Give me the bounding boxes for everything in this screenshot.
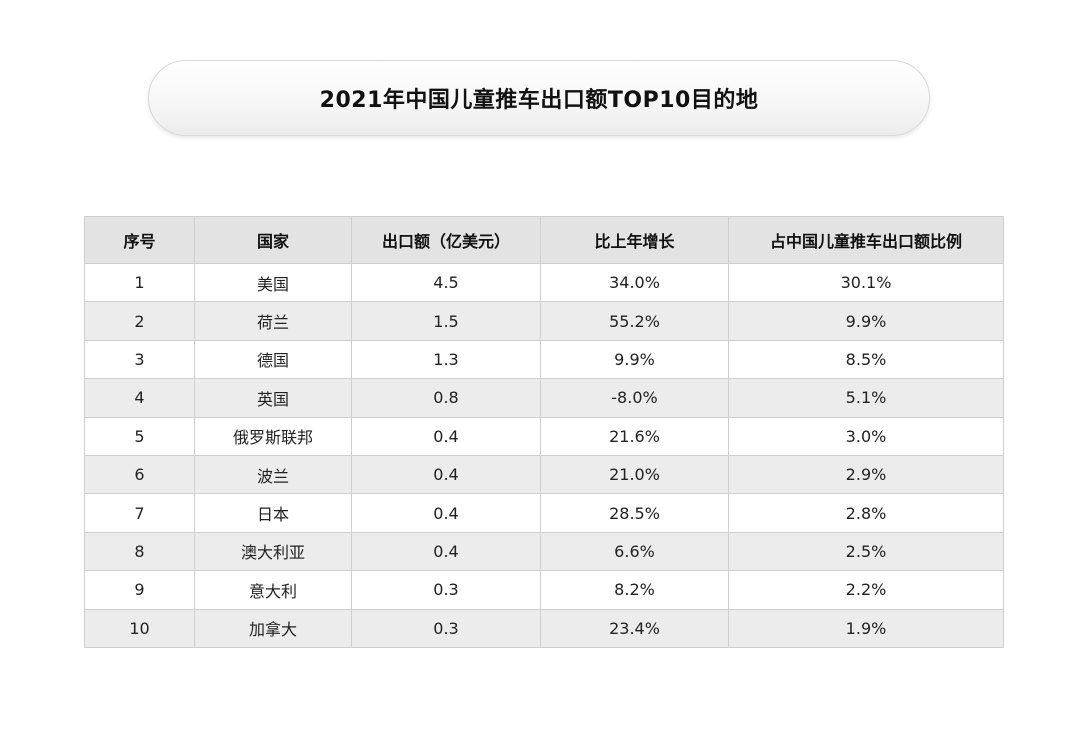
cell-country: 德国 — [194, 339, 352, 380]
table-body: 1 美国 4.5 34.0% 30.1% 2 荷兰 1.5 55.2% 9.9% 3 德国 1.3 9.9… — [84, 262, 1004, 648]
cell-country: 意大利 — [194, 570, 352, 610]
cell-share: 1.9% — [728, 608, 1004, 648]
cell-yoy-growth: 55.2% — [540, 301, 729, 341]
cell-export-value: 0.3 — [351, 570, 541, 610]
table-row: 7 日本 0.4 28.5% 2.8% — [84, 493, 1004, 533]
table-row: 10 加拿大 0.3 23.4% 1.9% — [84, 608, 1004, 648]
cell-country: 澳大利亚 — [194, 531, 352, 572]
table-row: 8 澳大利亚 0.4 6.6% 2.5% — [84, 531, 1004, 572]
cell-export-value: 0.4 — [351, 493, 541, 533]
table-row: 3 德国 1.3 9.9% 8.5% — [84, 339, 1004, 380]
cell-rank: 5 — [84, 416, 195, 456]
cell-yoy-growth: 34.0% — [540, 262, 729, 303]
cell-country: 英国 — [194, 378, 352, 418]
cell-rank: 10 — [84, 608, 195, 648]
header-yoy-growth: 比上年增长 — [540, 216, 729, 264]
cell-export-value: 0.3 — [351, 608, 541, 648]
export-destinations-table: 序号 国家 出口额（亿美元） 比上年增长 占中国儿童推车出口额比例 1 美国 4.5… — [84, 216, 1004, 648]
cell-export-value: 4.5 — [351, 262, 541, 303]
cell-rank: 9 — [84, 570, 195, 610]
table-row: 4 英国 0.8 -8.0% 5.1% — [84, 378, 1004, 418]
cell-export-value: 0.4 — [351, 416, 541, 456]
cell-rank: 6 — [84, 454, 195, 495]
cell-yoy-growth: -8.0% — [540, 378, 729, 418]
cell-rank: 4 — [84, 378, 195, 418]
table-header-row: 序号 国家 出口额（亿美元） 比上年增长 占中国儿童推车出口额比例 — [84, 216, 1004, 264]
cell-country: 加拿大 — [194, 608, 352, 648]
cell-rank: 2 — [84, 301, 195, 341]
header-country: 国家 — [194, 216, 352, 264]
table-row: 9 意大利 0.3 8.2% 2.2% — [84, 570, 1004, 610]
cell-share: 2.2% — [728, 570, 1004, 610]
cell-rank: 1 — [84, 262, 195, 303]
cell-country: 荷兰 — [194, 301, 352, 341]
cell-yoy-growth: 28.5% — [540, 493, 729, 533]
table-row: 6 波兰 0.4 21.0% 2.9% — [84, 454, 1004, 495]
header-rank: 序号 — [84, 216, 195, 264]
cell-country: 美国 — [194, 262, 352, 303]
cell-rank: 8 — [84, 531, 195, 572]
cell-share: 2.8% — [728, 493, 1004, 533]
cell-share: 5.1% — [728, 378, 1004, 418]
title-banner: 2021年中国儿童推车出口额TOP10目的地 — [148, 60, 930, 136]
header-share: 占中国儿童推车出口额比例 — [728, 216, 1004, 264]
cell-share: 2.5% — [728, 531, 1004, 572]
cell-yoy-growth: 23.4% — [540, 608, 729, 648]
cell-share: 2.9% — [728, 454, 1004, 495]
cell-export-value: 0.4 — [351, 454, 541, 495]
cell-share: 8.5% — [728, 339, 1004, 380]
cell-export-value: 0.8 — [351, 378, 541, 418]
cell-export-value: 1.5 — [351, 301, 541, 341]
cell-yoy-growth: 9.9% — [540, 339, 729, 380]
cell-rank: 7 — [84, 493, 195, 533]
page-title: 2021年中国儿童推车出口额TOP10目的地 — [319, 88, 759, 113]
cell-share: 9.9% — [728, 301, 1004, 341]
table-row: 1 美国 4.5 34.0% 30.1% — [84, 262, 1004, 303]
cell-yoy-growth: 21.0% — [540, 454, 729, 495]
cell-country: 日本 — [194, 493, 352, 533]
cell-country: 俄罗斯联邦 — [194, 416, 352, 456]
cell-share: 3.0% — [728, 416, 1004, 456]
cell-yoy-growth: 21.6% — [540, 416, 729, 456]
cell-export-value: 1.3 — [351, 339, 541, 380]
cell-rank: 3 — [84, 339, 195, 380]
cell-country: 波兰 — [194, 454, 352, 495]
table-row: 2 荷兰 1.5 55.2% 9.9% — [84, 301, 1004, 341]
header-export-value: 出口额（亿美元） — [351, 216, 541, 264]
cell-yoy-growth: 8.2% — [540, 570, 729, 610]
cell-share: 30.1% — [728, 262, 1004, 303]
cell-export-value: 0.4 — [351, 531, 541, 572]
table-row: 5 俄罗斯联邦 0.4 21.6% 3.0% — [84, 416, 1004, 456]
cell-yoy-growth: 6.6% — [540, 531, 729, 572]
